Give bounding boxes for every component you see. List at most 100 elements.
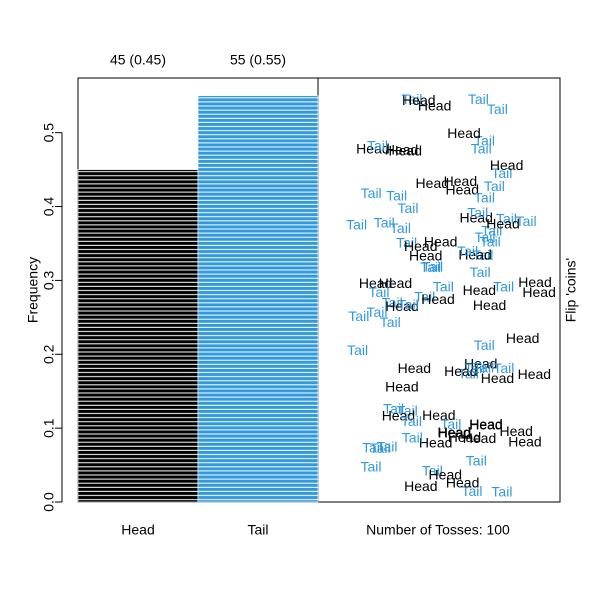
value-label: 55 (0.55)	[230, 52, 286, 68]
toss-label: Tail	[467, 204, 488, 220]
toss-label: Tail	[414, 288, 435, 304]
toss-label: Head	[448, 429, 481, 445]
toss-label: Tail	[471, 140, 492, 156]
toss-label: Head	[481, 370, 514, 386]
toss-label: Head	[447, 125, 480, 141]
toss-label: Tail	[368, 284, 389, 300]
toss-label: Head	[518, 366, 551, 382]
toss-label: Tail	[473, 359, 494, 375]
value-label: 45 (0.45)	[110, 52, 166, 68]
toss-label: Head	[463, 282, 496, 298]
x-tick-label: Head	[121, 522, 154, 538]
toss-label: Tail	[380, 314, 401, 330]
toss-label: Tail	[401, 91, 422, 107]
toss-label: Tail	[347, 342, 368, 358]
toss-label: Tail	[383, 401, 404, 417]
side-label: Flip 'coins'	[563, 258, 579, 322]
toss-label: Tail	[420, 259, 441, 275]
toss-label: Head	[522, 284, 555, 300]
toss-label: Tail	[516, 213, 537, 229]
toss-label: Tail	[466, 452, 487, 468]
y-tick-label: 0.3	[41, 270, 57, 290]
toss-label: Tail	[397, 200, 418, 216]
toss-label: Head	[402, 92, 435, 108]
toss-label: Tail	[366, 304, 387, 320]
toss-label: Tail	[370, 440, 391, 456]
toss-label: Head	[469, 416, 502, 432]
toss-label: Tail	[440, 416, 461, 432]
toss-label: Head	[444, 363, 477, 379]
bar-stripes	[198, 95, 318, 503]
toss-label: Head	[469, 416, 502, 432]
toss-label: Tail	[468, 91, 489, 107]
toss-label: Tail	[346, 216, 367, 232]
toss-label: Head	[416, 175, 449, 191]
y-tick-label: 0.2	[41, 344, 57, 364]
y-tick-label: 0.0	[41, 492, 57, 512]
toss-label: Head	[459, 209, 492, 225]
toss-label: Head	[438, 425, 471, 441]
toss-label: Head	[518, 274, 551, 290]
toss-label: Head	[409, 247, 442, 263]
toss-label: Tail	[472, 247, 493, 263]
toss-label: Tail	[474, 133, 495, 149]
toss-label: Head	[418, 98, 451, 114]
toss-label: Head	[446, 474, 479, 490]
toss-label: Tail	[422, 463, 443, 479]
toss-label: Tail	[397, 403, 418, 419]
toss-label: Head	[458, 247, 491, 263]
toss-label: Tail	[493, 279, 514, 295]
toss-label: Tail	[390, 220, 411, 236]
toss-label: Head	[473, 297, 506, 313]
toss-label: Tail	[464, 360, 485, 376]
toss-label: Tail	[376, 438, 397, 454]
y-axis-title: Frequency	[25, 257, 41, 323]
toss-label: Head	[506, 330, 539, 346]
toss-label: Tail	[493, 360, 514, 376]
toss-label: Tail	[360, 459, 381, 475]
toss-label: Head	[404, 478, 437, 494]
toss-label: Tail	[433, 278, 454, 294]
toss-label: Tail	[362, 440, 383, 456]
toss-label: Tail	[487, 101, 508, 117]
toss-label: Head	[464, 355, 497, 371]
toss-label: Tail	[422, 258, 443, 274]
toss-label: Tail	[480, 234, 501, 250]
toss-label: Head	[385, 298, 418, 314]
x-axis-title: Number of Tosses: 100	[366, 522, 510, 538]
toss-label: Tail	[396, 235, 417, 251]
toss-label: Head	[359, 275, 392, 291]
toss-label: Head	[389, 143, 422, 159]
toss-label: Head	[463, 430, 496, 446]
toss-label: Head	[508, 434, 541, 450]
toss-label: Head	[499, 423, 532, 439]
toss-label: Tail	[491, 165, 512, 181]
toss-label: Head	[421, 291, 454, 307]
toss-label: Tail	[481, 222, 502, 238]
toss-label: Tail	[458, 366, 479, 382]
toss-label: Head	[422, 407, 455, 423]
toss-label: Tail	[401, 413, 422, 429]
toss-label: Head	[419, 435, 452, 451]
y-tick-label: 0.4	[41, 197, 57, 217]
toss-label: Head	[404, 238, 437, 254]
toss-label: Head	[486, 215, 519, 231]
toss-label: Tail	[386, 188, 407, 204]
bar-stripes	[78, 169, 198, 502]
x-tick-label: Tail	[247, 522, 268, 538]
toss-label: Tail	[348, 308, 369, 324]
toss-label: Tail	[382, 294, 403, 310]
toss-label: Tail	[496, 211, 517, 227]
toss-label: Head	[490, 157, 523, 173]
toss-label: Tail	[474, 337, 495, 353]
toss-label: Head	[429, 467, 462, 483]
toss-label: Tail	[470, 264, 491, 280]
toss-label: Tail	[457, 243, 478, 259]
toss-label: Tail	[367, 138, 388, 154]
toss-label: Tail	[361, 185, 382, 201]
toss-label: Head	[424, 233, 457, 249]
toss-label: Head	[385, 141, 418, 157]
toss-label: Tail	[398, 296, 419, 312]
toss-label: Head	[398, 360, 431, 376]
toss-label: Tail	[374, 215, 395, 231]
